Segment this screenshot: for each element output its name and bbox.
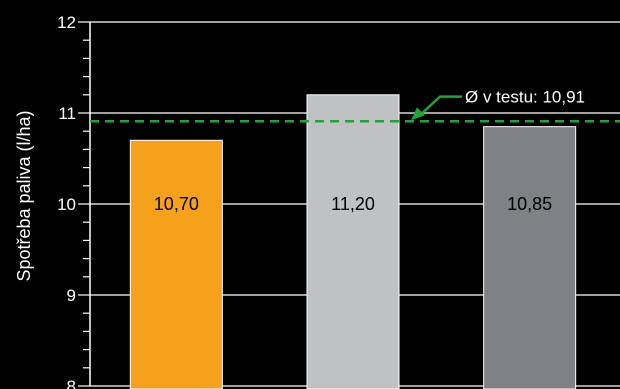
average-label: Ø v testu: 10,91 [465, 88, 585, 107]
average-callout-arrowhead [411, 107, 425, 121]
bar-0 [129, 139, 223, 389]
bar-value-label-1: 11,20 [331, 194, 375, 214]
y-tick-label-10: 10 [57, 195, 76, 214]
average-callout-arrow [419, 95, 462, 117]
bars [129, 94, 577, 389]
bar-value-labels: 10,70 11,20 10,85 [154, 194, 552, 214]
y-tick-label-8: 8 [67, 377, 76, 389]
y-axis-tick-labels: 8 9 10 11 12 [57, 13, 76, 389]
bar-1 [306, 94, 400, 389]
y-tick-label-9: 9 [67, 286, 76, 305]
bar-value-label-2: 10,85 [507, 194, 552, 214]
y-axis-minor-ticks [78, 21, 90, 387]
y-tick-label-12: 12 [57, 13, 76, 32]
y-tick-label-11: 11 [58, 104, 76, 123]
y-axis-label: Spotřeba paliva (l/ha) [14, 110, 34, 281]
bar-2 [483, 126, 577, 389]
bar-value-label-0: 10,70 [154, 194, 199, 214]
